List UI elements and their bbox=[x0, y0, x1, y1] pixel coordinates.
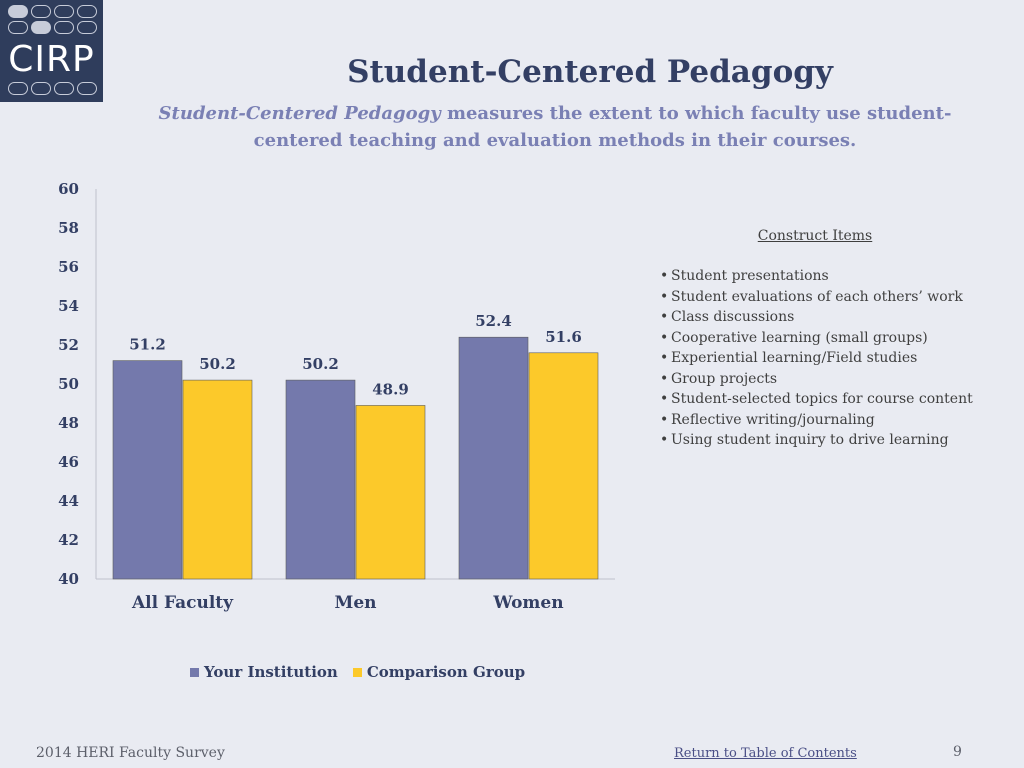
construct-item-label: Experiential learning/Field studies bbox=[671, 350, 918, 366]
slide-subtitle: Student-Centered Pedagogy measures the e… bbox=[130, 100, 980, 154]
bar bbox=[355, 405, 426, 580]
bar bbox=[182, 379, 253, 580]
legend-swatch bbox=[352, 667, 362, 677]
bullet-icon: • bbox=[660, 288, 669, 305]
legend-item-comparison-group: Comparison Group bbox=[352, 663, 526, 681]
logo-pill bbox=[77, 82, 97, 95]
y-tick-label: 54 bbox=[58, 297, 79, 315]
subtitle-text: measures the extent to which faculty use… bbox=[253, 103, 952, 151]
bar bbox=[528, 352, 599, 580]
construct-item: • Class discussions bbox=[660, 307, 990, 328]
construct-item: • Group projects bbox=[660, 369, 990, 390]
bullet-icon: • bbox=[660, 309, 669, 325]
logo-pill bbox=[54, 5, 74, 18]
construct-items-panel: Construct Items • Student presentations • S… bbox=[660, 228, 990, 451]
bullet-icon: • bbox=[660, 329, 669, 346]
legend-label: Your Institution bbox=[204, 663, 338, 681]
bar bbox=[112, 360, 183, 580]
logo-pill bbox=[31, 5, 51, 18]
logo-pill bbox=[31, 82, 51, 95]
slide-title: Student-Centered Pedagogy bbox=[347, 54, 833, 90]
construct-item: • Student presentations bbox=[660, 266, 990, 287]
y-tick-label: 50 bbox=[58, 375, 79, 393]
construct-item-label: Student-selected topics for course conte… bbox=[671, 391, 973, 407]
x-tick-label: All Faculty bbox=[131, 593, 234, 613]
bullet-icon: • bbox=[660, 350, 669, 366]
y-tick-label: 44 bbox=[58, 492, 79, 510]
construct-items-title: Construct Items bbox=[757, 228, 873, 244]
return-to-toc-link[interactable]: Return to Table of Contents bbox=[674, 746, 857, 761]
data-label: 48.9 bbox=[372, 380, 409, 398]
construct-item: • Student evaluations of each others’ wor… bbox=[660, 287, 990, 308]
y-tick-label: 56 bbox=[58, 258, 79, 276]
logo-pill bbox=[77, 21, 97, 34]
logo-text: CIRP bbox=[8, 39, 95, 80]
logo-pill bbox=[77, 5, 97, 18]
y-tick-label: 42 bbox=[58, 531, 79, 549]
cirp-logo: CIRP bbox=[0, 0, 103, 102]
data-label: 50.2 bbox=[199, 355, 236, 373]
construct-item: • Cooperative learning (small groups) bbox=[660, 328, 990, 349]
data-label: 50.2 bbox=[302, 355, 339, 373]
construct-item-label: Cooperative learning (small groups) bbox=[671, 329, 928, 346]
y-tick-label: 58 bbox=[58, 219, 79, 237]
bullet-icon: • bbox=[660, 432, 669, 448]
bar bbox=[285, 379, 356, 580]
construct-item: • Student-selected topics for course cont… bbox=[660, 389, 990, 410]
bar bbox=[458, 336, 529, 580]
construct-items-list: • Student presentations • Student evaluatio… bbox=[660, 266, 990, 451]
logo-pill bbox=[8, 5, 28, 18]
logo-pill bbox=[31, 21, 51, 34]
logo-pill bbox=[54, 82, 74, 95]
chart-legend: Your Institution Comparison Group bbox=[190, 663, 540, 681]
legend-label: Comparison Group bbox=[366, 663, 526, 681]
x-tick-label: Men bbox=[335, 593, 377, 613]
page-number: 9 bbox=[953, 744, 962, 760]
footer-survey-label: 2014 HERI Faculty Survey bbox=[36, 745, 225, 761]
construct-item-label: Class discussions bbox=[671, 309, 795, 325]
construct-item: • Experiential learning/Field studies bbox=[660, 348, 990, 369]
bullet-icon: • bbox=[660, 411, 669, 428]
logo-pill bbox=[8, 82, 28, 95]
subtitle-emphasis: Student-Centered Pedagogy bbox=[158, 103, 441, 124]
legend-swatch bbox=[190, 667, 199, 677]
legend-item-your-institution: Your Institution bbox=[190, 663, 338, 681]
y-tick-label: 52 bbox=[58, 336, 79, 354]
y-tick-label: 46 bbox=[58, 453, 79, 471]
y-tick-label: 48 bbox=[58, 414, 79, 432]
x-tick-label: Women bbox=[492, 593, 563, 613]
construct-item-label: Using student inquiry to drive learning bbox=[671, 432, 949, 448]
bullet-icon: • bbox=[660, 370, 669, 387]
construct-item-label: Group projects bbox=[671, 370, 778, 387]
y-tick-label: 40 bbox=[58, 570, 79, 588]
logo-pill bbox=[54, 21, 74, 34]
construct-item: • Reflective writing/journaling bbox=[660, 410, 990, 431]
y-tick-label: 60 bbox=[58, 180, 79, 198]
construct-item: • Using student inquiry to drive learning bbox=[660, 430, 990, 451]
construct-item-label: Student presentations bbox=[671, 268, 829, 284]
data-label: 51.6 bbox=[545, 328, 582, 346]
data-label: 52.4 bbox=[475, 312, 512, 330]
bullet-icon: • bbox=[660, 268, 669, 284]
bullet-icon: • bbox=[660, 391, 669, 407]
data-label: 51.2 bbox=[129, 336, 166, 354]
construct-item-label: Student evaluations of each others’ work bbox=[671, 288, 963, 305]
construct-item-label: Reflective writing/journaling bbox=[671, 411, 875, 428]
logo-pill bbox=[8, 21, 28, 34]
